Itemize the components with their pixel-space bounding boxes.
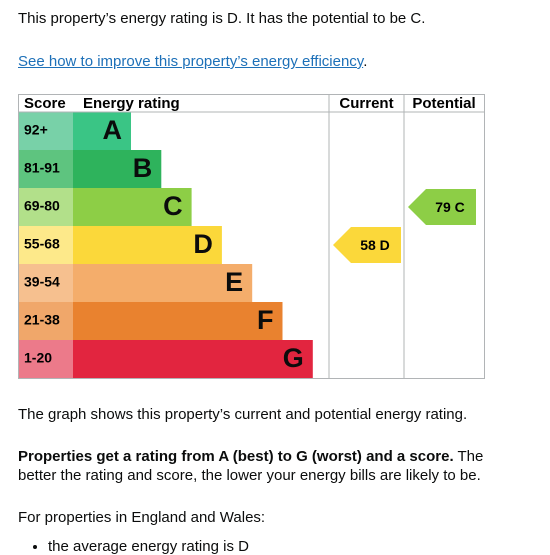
column-header: Energy rating <box>83 95 180 112</box>
score-cell <box>18 340 73 378</box>
band-letter: A <box>103 115 123 145</box>
potential-label: 79 C <box>435 199 465 215</box>
score-label: 55-68 <box>24 236 60 252</box>
score-label: 69-80 <box>24 198 60 214</box>
band-letter: B <box>133 153 153 183</box>
band-bar <box>73 112 131 150</box>
band-letter: F <box>257 305 274 335</box>
link-end: . <box>363 53 368 70</box>
potential-arrow <box>408 189 476 225</box>
bullet: the average energy rating is D <box>48 538 249 555</box>
score-label: 81-91 <box>24 160 60 176</box>
column-header: Score <box>24 95 66 112</box>
score-label: 1-20 <box>24 350 52 366</box>
score-cell <box>18 112 73 150</box>
score-cell <box>18 150 73 188</box>
band-bar <box>73 188 192 226</box>
current-score: 58 <box>360 237 376 253</box>
band-bar <box>73 340 313 378</box>
link-line: See how to improve this property’s energ… <box>18 52 488 71</box>
current-arrow <box>333 227 401 263</box>
list: the average energy rating is D <box>18 538 249 555</box>
score-cell <box>18 302 73 340</box>
intro: This property’s energy rating is D. It h… <box>18 10 426 27</box>
caption: The graph shows this property’s current … <box>18 406 468 423</box>
rating-explainer: Properties get a rating from A (best) to… <box>18 447 488 485</box>
score-cell <box>18 264 73 302</box>
improve-link[interactable]: See how to improve this property’s energ… <box>18 53 364 70</box>
column-header: Potential <box>412 95 475 112</box>
epc-graph: 92+ A 81-91 B 69-80 C 55-68 D 39-54 E 21-38 F 1-20 G S… <box>18 94 485 379</box>
score-label: 92+ <box>24 122 48 138</box>
potential-score: 79 <box>435 199 451 215</box>
band-bar <box>73 150 162 188</box>
bold-text: Properties get a rating from A (best) to… <box>18 448 454 465</box>
potential-band: C <box>455 199 465 215</box>
graph-border <box>18 94 485 379</box>
band-letter: C <box>163 191 183 221</box>
region: For properties in England and Wales: <box>18 509 266 526</box>
rest-text: The better the rating and score, the low… <box>18 448 484 484</box>
band-letter: E <box>225 267 243 297</box>
column-header: Current <box>339 95 393 112</box>
current-band: D <box>380 237 390 253</box>
band-letter: G <box>283 343 304 373</box>
score-label: 21-38 <box>24 312 60 328</box>
score-cell <box>18 226 73 264</box>
score-label: 39-54 <box>24 274 60 290</box>
band-bar <box>73 264 253 302</box>
band-bar <box>73 302 283 340</box>
band-bar <box>73 226 222 264</box>
band-letter: D <box>193 229 213 259</box>
current-label: 58 D <box>360 237 390 253</box>
score-cell <box>18 188 73 226</box>
